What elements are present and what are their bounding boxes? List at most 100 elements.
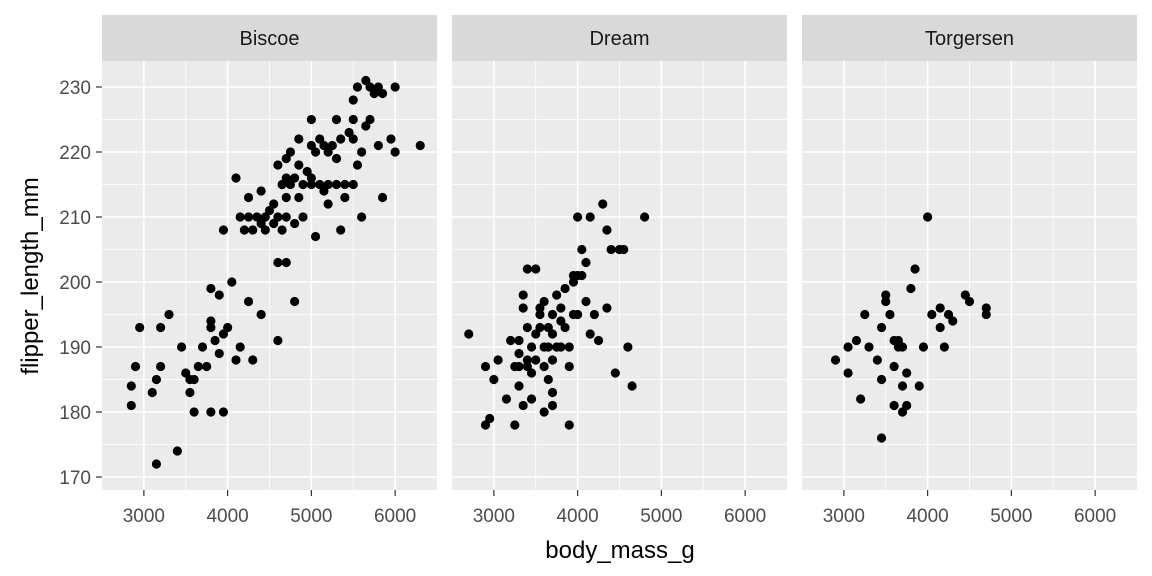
data-point (281, 192, 291, 203)
data-point (373, 82, 383, 92)
data-point (373, 140, 383, 151)
data-point (464, 329, 474, 339)
data-point (526, 368, 537, 378)
data-point (151, 459, 162, 469)
data-point (935, 322, 945, 333)
data-point (902, 368, 912, 378)
data-point (147, 387, 157, 398)
data-point (235, 212, 245, 222)
data-point (981, 309, 991, 320)
data-point (539, 361, 549, 372)
data-point (151, 374, 162, 385)
data-point (889, 361, 899, 372)
data-point (306, 179, 316, 190)
panel-biscoe: Biscoe 3000 4000 5000 6000 (102, 15, 437, 527)
data-point (256, 218, 266, 229)
data-point (514, 381, 524, 391)
data-point (181, 368, 191, 378)
data-point (290, 296, 300, 307)
data-point (415, 140, 425, 151)
data-point (306, 140, 316, 151)
data-point (535, 303, 545, 313)
data-point (235, 342, 245, 352)
data-point (510, 420, 520, 430)
data-point (390, 147, 400, 157)
data-point (539, 407, 549, 417)
data-point (218, 329, 229, 339)
data-point (348, 134, 358, 144)
y-tick-label: 230 (59, 78, 91, 99)
data-point (294, 134, 304, 144)
data-point (876, 433, 887, 443)
data-point (189, 374, 199, 385)
data-point (923, 212, 933, 222)
data-point (273, 160, 283, 170)
data-point (189, 407, 199, 417)
data-point (556, 303, 566, 313)
data-point (231, 355, 241, 365)
data-point (547, 355, 558, 365)
data-point (577, 244, 587, 255)
data-point (623, 342, 633, 352)
data-point (298, 212, 308, 222)
data-point (547, 309, 558, 320)
data-point (176, 342, 187, 352)
data-point (531, 264, 541, 274)
data-point (310, 231, 321, 242)
data-point (361, 75, 371, 86)
data-point (640, 212, 650, 222)
data-point (336, 134, 346, 144)
data-point (547, 329, 558, 339)
data-point (298, 179, 308, 190)
x-tick-label: 5000 (990, 506, 1032, 527)
data-point (514, 348, 524, 359)
data-point (377, 88, 388, 99)
data-point (185, 387, 195, 398)
data-point (881, 290, 891, 300)
data-point (323, 199, 333, 209)
data-point (480, 420, 491, 430)
data-point (964, 296, 975, 307)
data-point (214, 290, 224, 300)
data-point (535, 309, 545, 320)
data-point (327, 140, 337, 151)
data-point (331, 153, 342, 164)
data-point (243, 192, 254, 203)
data-point (365, 82, 375, 92)
x-tick-label: 3000 (823, 506, 865, 527)
data-point (231, 173, 241, 183)
data-point (560, 322, 570, 333)
x-tick-label: 5000 (290, 506, 332, 527)
data-point (172, 446, 182, 456)
data-point (277, 179, 287, 190)
data-point (252, 212, 262, 222)
data-point (568, 277, 579, 287)
data-point (323, 179, 333, 190)
data-point (243, 296, 254, 307)
data-point (543, 342, 553, 352)
data-point (918, 342, 929, 352)
data-point (130, 361, 141, 372)
data-point (522, 322, 532, 333)
data-point (526, 342, 537, 352)
data-point (218, 407, 229, 417)
data-point (522, 355, 532, 365)
data-point (556, 342, 566, 352)
data-point (377, 192, 388, 203)
data-point (315, 179, 325, 190)
data-point (856, 394, 866, 404)
data-point (348, 95, 358, 105)
facet-strip (802, 15, 1137, 61)
data-point (256, 309, 266, 320)
data-point (352, 160, 363, 170)
data-point (881, 296, 891, 307)
data-point (897, 381, 908, 391)
data-point (269, 199, 279, 209)
data-point (302, 166, 312, 177)
data-point (218, 225, 229, 235)
data-point (206, 407, 216, 417)
data-point (264, 205, 275, 216)
data-point (889, 400, 899, 411)
data-point (489, 374, 499, 385)
